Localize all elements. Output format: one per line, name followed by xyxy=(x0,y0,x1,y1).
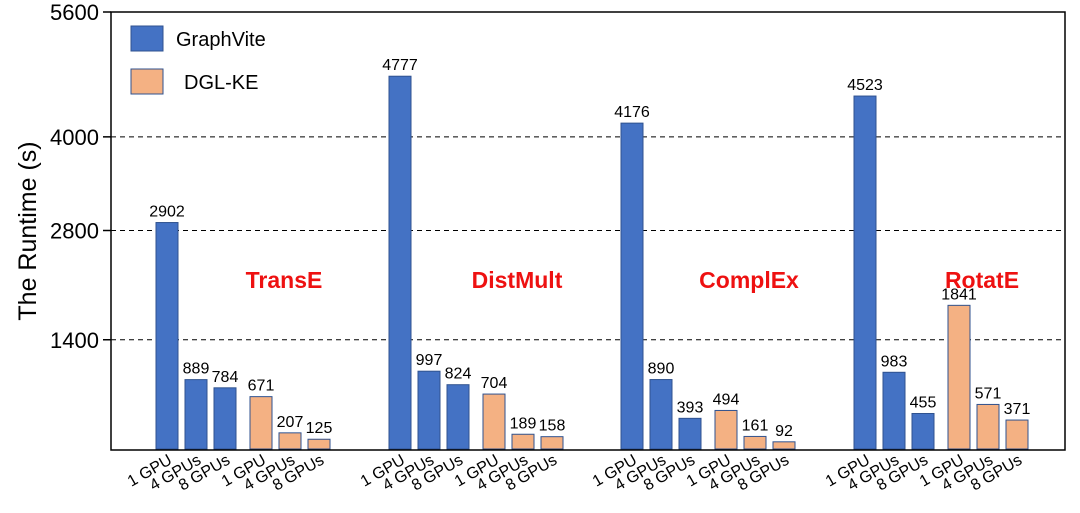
bar xyxy=(947,304,971,450)
legend-label: GraphVite xyxy=(176,29,266,51)
bar xyxy=(772,441,796,450)
bar-value-label: 125 xyxy=(306,420,333,437)
bar-value-label: 571 xyxy=(975,385,1002,402)
bar-value-label: 704 xyxy=(481,375,508,392)
legend-swatch xyxy=(130,68,164,95)
model-label: TransE xyxy=(246,267,323,293)
bar-value-label: 1841 xyxy=(941,286,977,303)
bar-value-label: 158 xyxy=(539,418,566,435)
bar-value-label: 92 xyxy=(775,423,793,440)
bar-value-label: 889 xyxy=(183,361,210,378)
bar xyxy=(1005,419,1029,450)
bar-value-label: 393 xyxy=(677,399,704,416)
bar xyxy=(540,436,564,450)
bar xyxy=(911,412,935,450)
bar xyxy=(511,433,535,450)
bar xyxy=(853,95,877,450)
bar-value-label: 824 xyxy=(445,366,472,383)
bar xyxy=(446,384,470,450)
gridlines xyxy=(111,136,1065,341)
y-tick-label: 4000 xyxy=(50,125,99,150)
bar xyxy=(976,403,1000,450)
bar xyxy=(155,222,179,450)
bar xyxy=(714,409,738,450)
y-tick-label: 1400 xyxy=(50,328,99,353)
bar xyxy=(678,417,702,450)
bar xyxy=(184,379,208,450)
bar xyxy=(417,370,441,450)
bar-value-label: 4176 xyxy=(614,104,650,121)
bar-value-label: 671 xyxy=(248,378,275,395)
bar-value-label: 161 xyxy=(742,417,769,434)
bar-value-label: 2902 xyxy=(149,204,185,221)
bar xyxy=(882,371,906,450)
bar-value-label: 4777 xyxy=(382,57,418,74)
bar-value-label: 371 xyxy=(1004,401,1031,418)
bar-value-label: 4523 xyxy=(847,77,883,94)
bar-value-label: 494 xyxy=(713,391,740,408)
bar xyxy=(649,379,673,450)
bar xyxy=(388,75,412,450)
model-label: DistMult xyxy=(472,267,563,293)
bar-value-label: 983 xyxy=(881,353,908,370)
model-label: RotatE xyxy=(945,267,1019,293)
bar-value-label: 997 xyxy=(416,352,443,369)
bar-value-label: 784 xyxy=(212,369,239,386)
bars xyxy=(155,75,1029,450)
y-tick-label: 5600 xyxy=(50,0,99,25)
bar xyxy=(213,387,237,450)
y-tick-label: 2800 xyxy=(50,219,99,244)
bar xyxy=(278,432,302,450)
legend: GraphVite DGL-KE xyxy=(130,25,266,95)
bar xyxy=(482,393,506,450)
y-axis: 1400 2800 4000 5600 xyxy=(50,0,111,353)
model-labels: TransE DistMult ComplEx RotatE xyxy=(246,267,1019,293)
y-axis-label: The Runtime (s) xyxy=(14,141,42,320)
bar-value-label: 207 xyxy=(277,414,304,431)
legend-swatch xyxy=(130,25,164,52)
bar-value-label: 189 xyxy=(510,415,537,432)
model-label: ComplEx xyxy=(699,267,799,293)
bar xyxy=(249,396,273,450)
bar-value-label: 455 xyxy=(910,394,937,411)
bar-value-label: 890 xyxy=(648,361,675,378)
bar xyxy=(307,438,331,450)
plot-frame xyxy=(110,11,1066,451)
legend-label: DGL-KE xyxy=(184,72,258,94)
bar xyxy=(620,122,644,450)
bar xyxy=(743,435,767,450)
